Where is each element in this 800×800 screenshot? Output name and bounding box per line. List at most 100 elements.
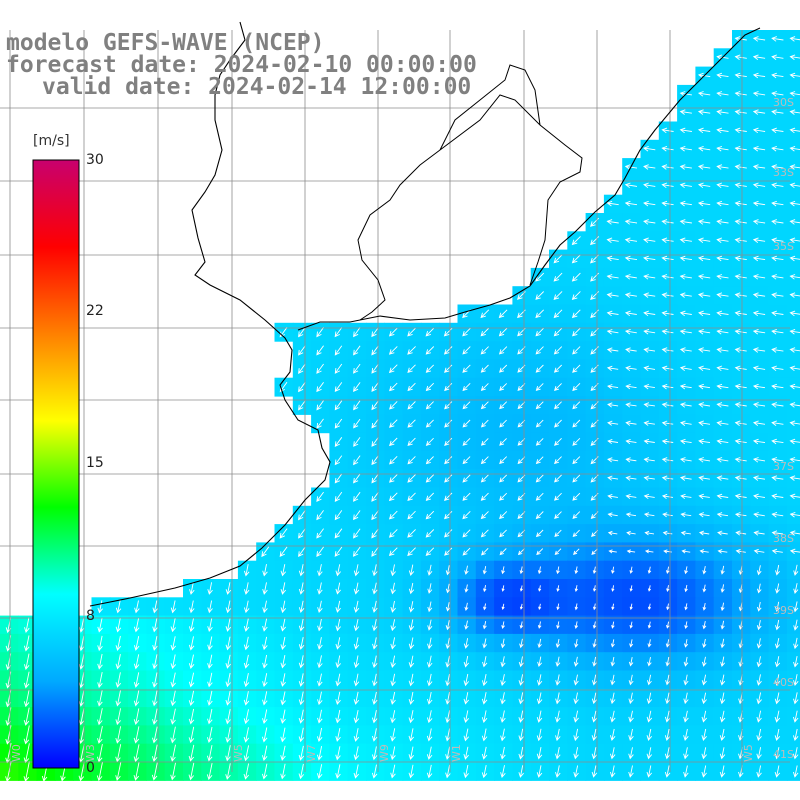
wind-arrow <box>683 656 689 667</box>
wind-arrow <box>499 474 508 483</box>
wind-arrow <box>571 236 581 246</box>
wind-arrow <box>661 310 674 317</box>
wind-arrow <box>792 765 799 778</box>
wind-arrow <box>536 765 543 778</box>
wind-arrow <box>23 689 30 708</box>
wind-arrow <box>480 419 489 428</box>
wind-arrow <box>643 310 656 317</box>
wind-arrow <box>643 457 655 463</box>
wind-arrow <box>771 548 783 554</box>
wind-arrow <box>519 638 524 649</box>
wind-arrow <box>152 600 158 614</box>
wind-arrow <box>592 621 597 629</box>
wind-arrow <box>225 672 231 688</box>
wind-arrow <box>679 457 692 463</box>
wind-arrow <box>334 437 343 447</box>
wind-arrow <box>371 363 379 374</box>
wind-arrow <box>664 710 671 723</box>
wind-arrow <box>661 347 674 353</box>
wind-arrow <box>716 512 729 518</box>
wind-arrow <box>462 346 471 355</box>
wind-arrow <box>426 764 433 779</box>
wind-arrow <box>774 638 781 649</box>
wind-arrow <box>462 456 471 465</box>
wind-arrow <box>335 764 341 779</box>
wind-arrow <box>518 674 524 686</box>
wind-arrow <box>771 402 784 408</box>
wind-arrow <box>426 710 433 724</box>
lon-label: W7 <box>305 744 318 762</box>
wind-arrow <box>335 709 341 724</box>
wind-arrow <box>372 691 378 705</box>
wind-arrow <box>390 655 396 669</box>
wind-arrow <box>716 457 729 463</box>
wind-arrow <box>334 327 343 338</box>
wind-arrow <box>78 671 85 689</box>
wind-arrow <box>572 511 581 519</box>
wind-arrow <box>698 383 711 390</box>
lat-label: 38S <box>773 532 794 545</box>
wind-arrow <box>335 673 341 687</box>
wind-arrow <box>683 728 689 742</box>
wind-arrow <box>390 637 396 650</box>
wind-arrow <box>753 548 765 554</box>
wind-arrow <box>697 237 711 243</box>
colorbar-tick-8: 8 <box>86 608 95 624</box>
wind-arrow <box>774 765 781 778</box>
wind-arrow <box>752 438 766 445</box>
wind-arrow <box>500 728 506 742</box>
wind-arrow <box>353 510 361 521</box>
wind-arrow <box>606 255 619 262</box>
wind-arrow <box>625 457 637 463</box>
wind-arrow <box>243 654 250 669</box>
wind-arrow <box>606 219 619 225</box>
wind-arrow <box>481 674 488 687</box>
lon-label: W0 <box>10 744 23 762</box>
wind-arrow <box>719 692 726 705</box>
wind-arrow <box>734 420 747 426</box>
wind-arrow <box>679 475 692 481</box>
wind-arrow <box>481 547 489 556</box>
wind-arrow <box>462 492 471 501</box>
wind-arrow <box>664 765 671 778</box>
wind-arrow <box>679 328 692 335</box>
wind-arrow <box>335 637 341 650</box>
wind-arrow <box>716 219 729 225</box>
colorbar-tick-30: 30 <box>86 152 104 168</box>
wind-arrow <box>536 674 543 686</box>
wind-arrow <box>734 182 747 189</box>
wind-arrow <box>771 54 784 60</box>
wind-arrow <box>664 747 671 760</box>
wind-arrow <box>555 674 561 686</box>
wind-speed-cell <box>786 30 800 49</box>
wind-arrow <box>207 600 213 614</box>
wind-arrow <box>646 692 653 705</box>
wind-arrow <box>480 438 489 446</box>
wind-arrow <box>425 456 434 465</box>
wind-arrow <box>756 747 762 760</box>
wind-arrow <box>661 383 674 390</box>
wind-arrow <box>280 691 286 706</box>
wind-arrow <box>115 726 122 744</box>
wind-arrow <box>571 309 581 319</box>
wind-arrow <box>665 692 671 705</box>
wind-arrow <box>698 420 711 426</box>
wind-arrow <box>592 639 597 648</box>
wind-arrow <box>535 364 544 373</box>
wind-speed-cell <box>786 396 800 415</box>
wind-arrow <box>462 547 471 556</box>
wind-arrow <box>701 710 708 723</box>
wind-arrow <box>262 673 268 688</box>
wind-arrow <box>625 420 637 426</box>
wind-arrow <box>480 492 489 501</box>
wind-arrow <box>390 582 396 595</box>
wind-arrow <box>606 237 619 243</box>
lat-label: 37S <box>773 460 794 473</box>
wind-arrow <box>647 566 652 574</box>
wind-arrow <box>611 621 615 629</box>
wind-arrow <box>170 690 176 707</box>
wind-arrow <box>716 127 729 134</box>
wind-speed-cell <box>786 505 800 525</box>
wind-arrow <box>661 402 674 408</box>
wind-arrow <box>243 636 250 651</box>
